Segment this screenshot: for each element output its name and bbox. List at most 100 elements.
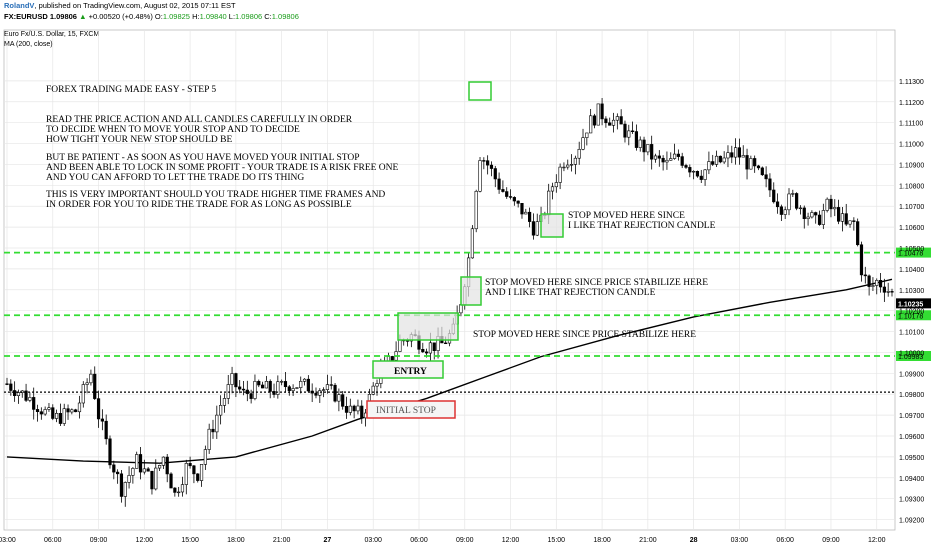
x-tick-label: 03:00 xyxy=(364,537,382,544)
candle-body xyxy=(119,473,124,497)
last-price: 1.09806 xyxy=(49,12,77,21)
candle-body xyxy=(287,386,291,392)
author-name[interactable]: RolandV xyxy=(4,1,35,10)
ma200-line xyxy=(6,278,893,464)
publish-info: , published on TradingView.com, August 0… xyxy=(34,1,236,10)
initial-stop-box xyxy=(366,400,456,419)
candle-body xyxy=(627,130,631,138)
last-price-tag xyxy=(896,298,931,309)
candle-body xyxy=(165,456,169,475)
candle-body xyxy=(619,116,623,125)
candle-body xyxy=(62,408,66,424)
ohlc-low-label: L: xyxy=(228,12,236,21)
candle-body xyxy=(802,207,806,219)
candle-body xyxy=(814,212,818,216)
candle-body xyxy=(714,155,719,165)
candle-body xyxy=(497,178,501,190)
candle-body xyxy=(882,286,886,293)
y-tick-label: 1.10500 xyxy=(899,246,924,253)
candle-body xyxy=(596,103,600,126)
candle-body xyxy=(569,164,574,166)
candle-body xyxy=(779,206,783,215)
candle-body xyxy=(470,228,474,259)
candle-body xyxy=(634,131,639,148)
candle-body xyxy=(169,473,173,489)
annotation-para3-line2: IN ORDER FOR YOU TO RIDE THE TRADE FOR A… xyxy=(46,200,352,210)
candle-body xyxy=(707,161,711,171)
candle-body xyxy=(562,166,566,169)
stop1-box xyxy=(397,312,459,341)
candle-body xyxy=(859,244,864,276)
candle-body xyxy=(398,339,402,352)
x-tick-label: 12:00 xyxy=(136,537,154,544)
candle-body xyxy=(157,465,162,469)
candle-body xyxy=(268,381,272,392)
candle-body xyxy=(28,397,32,401)
candle-body xyxy=(74,409,78,413)
candle-body xyxy=(833,207,837,210)
annotation-text: FOREX TRADING MADE EASY - STEP 5 READ TH… xyxy=(46,85,716,416)
ohlc-low: 1.09806 xyxy=(235,12,263,21)
grid xyxy=(3,29,896,531)
candle-body xyxy=(661,157,665,163)
candle-body xyxy=(314,392,318,396)
annotation-para1-line1: READ THE PRICE ACTION AND ALL CANDLES CA… xyxy=(46,115,353,125)
stop2-label-line2: AND I LIKE THAT REJECTION CANDLE xyxy=(485,288,656,298)
symbol[interactable]: FX:EURUSD xyxy=(4,12,48,21)
x-tick-label: 03:00 xyxy=(0,537,16,544)
stop2-box xyxy=(460,276,482,306)
candle-body xyxy=(226,384,230,399)
candle-body xyxy=(867,275,871,287)
candle-body xyxy=(798,207,803,210)
candle-body xyxy=(737,147,742,158)
candle-body xyxy=(32,397,36,410)
candle-body xyxy=(558,166,562,183)
x-tick-label: 09:00 xyxy=(822,537,840,544)
candle-body xyxy=(817,214,822,225)
candle-body xyxy=(192,465,196,475)
stop3-label-line1: STOP MOVED HERE SINCE xyxy=(568,211,685,221)
candle-body xyxy=(783,209,787,215)
candle-body xyxy=(375,383,379,387)
x-tick-label: 15:00 xyxy=(181,537,199,544)
stop3-box xyxy=(540,213,564,238)
last-price-value: 1.10235 xyxy=(898,301,923,308)
candle-body xyxy=(878,280,883,288)
candle-body xyxy=(188,463,192,467)
candle-body xyxy=(35,409,40,413)
annotation-boxes[interactable] xyxy=(366,81,564,419)
candle-body xyxy=(283,381,288,388)
candle-body xyxy=(486,160,490,166)
candle-body xyxy=(875,280,879,286)
y-tick-label: 1.09700 xyxy=(899,413,924,420)
candle-body xyxy=(749,158,753,170)
candle-body xyxy=(680,156,684,166)
x-tick-label: 18:00 xyxy=(227,537,245,544)
candle-body xyxy=(280,381,284,383)
candle-body xyxy=(478,160,482,192)
candle-body xyxy=(852,220,856,222)
candle-body xyxy=(253,381,257,399)
plot-frame xyxy=(3,29,896,531)
candle-body xyxy=(203,449,207,465)
candle-body xyxy=(848,220,852,225)
candle-body xyxy=(230,373,234,385)
candle-body xyxy=(360,405,364,419)
candle-body xyxy=(791,193,795,195)
candle-body xyxy=(123,482,127,497)
candle-body xyxy=(676,153,680,157)
indicator-legend[interactable]: MA (200, close) xyxy=(4,41,53,48)
candle-body xyxy=(180,484,185,493)
candle-body xyxy=(325,384,330,390)
instrument-legend[interactable]: Euro Fx/U.S. Dollar, 15, FXCM xyxy=(4,31,100,38)
candle-body xyxy=(291,388,295,392)
candle-body xyxy=(733,147,738,158)
candle-body xyxy=(611,119,616,126)
candle-body xyxy=(711,161,715,165)
candle-body xyxy=(5,383,9,385)
ohlc-close: 1.09806 xyxy=(271,12,299,21)
candle-body xyxy=(695,170,700,177)
candle-body xyxy=(66,408,70,413)
candle-body xyxy=(836,207,841,222)
